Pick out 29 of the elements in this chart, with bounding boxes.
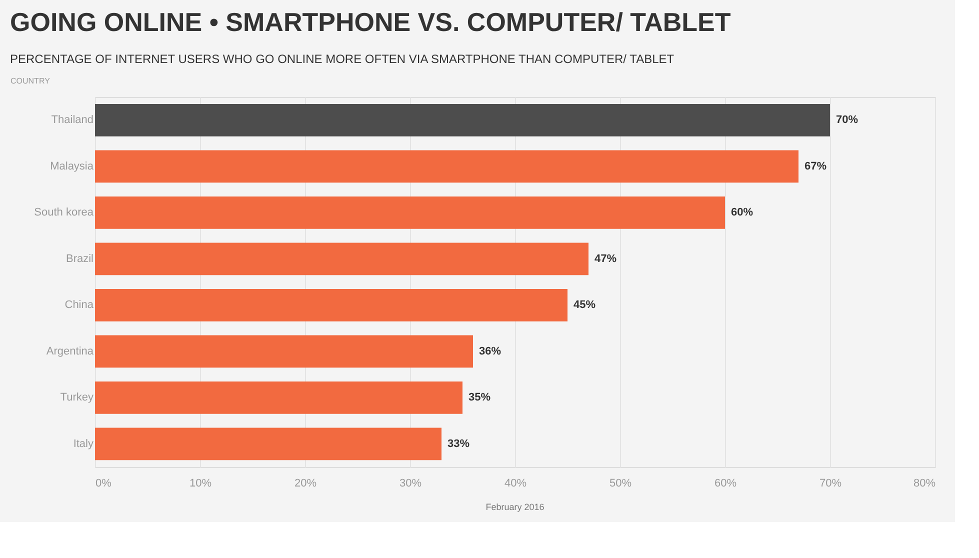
x-tick-label: 80% — [913, 478, 936, 490]
x-tick-label: 50% — [609, 478, 632, 490]
text: February 2016 — [486, 502, 544, 512]
data-label: 70% — [836, 114, 858, 126]
data-label: 35% — [468, 392, 491, 404]
chart-title: GOING ONLINE • SMARTPHONE VS. COMPUTER/ TABLET — [10, 7, 731, 37]
data-label: 45% — [574, 299, 596, 312]
y-tick-label: Malaysia — [50, 160, 94, 172]
y-tick-label: China — [64, 299, 94, 312]
data-label: 60% — [731, 206, 754, 219]
y-axis-title: COUNTRY — [10, 76, 51, 86]
y-tick-label: Argentina — [46, 345, 94, 358]
data-label: 33% — [448, 438, 470, 450]
x-tick-label: 20% — [294, 478, 317, 490]
x-tick-label: 70% — [819, 478, 842, 490]
data-label: 36% — [479, 345, 502, 358]
y-tick-label: Italy — [73, 438, 94, 450]
y-tick-label: Thailand — [51, 114, 94, 126]
x-tick-label: 60% — [714, 478, 737, 490]
x-tick-label: 0% — [96, 478, 112, 490]
x-tick-label: 30% — [399, 478, 422, 490]
data-label: 47% — [594, 252, 617, 265]
y-tick-label: Brazil — [66, 252, 94, 265]
y-tick-label: South korea — [34, 206, 94, 219]
x-tick-label: 10% — [189, 478, 212, 490]
data-label: 67% — [804, 160, 827, 172]
x-tick-label: 40% — [504, 478, 527, 490]
y-tick-label: Turkey — [60, 392, 94, 404]
chart-subtitle: PERCENTAGE OF INTERNET USERS WHO GO ONLINE MORE OFTEN VIA SMARTPHONE THAN COMPUTER/ TABLET — [10, 52, 675, 66]
